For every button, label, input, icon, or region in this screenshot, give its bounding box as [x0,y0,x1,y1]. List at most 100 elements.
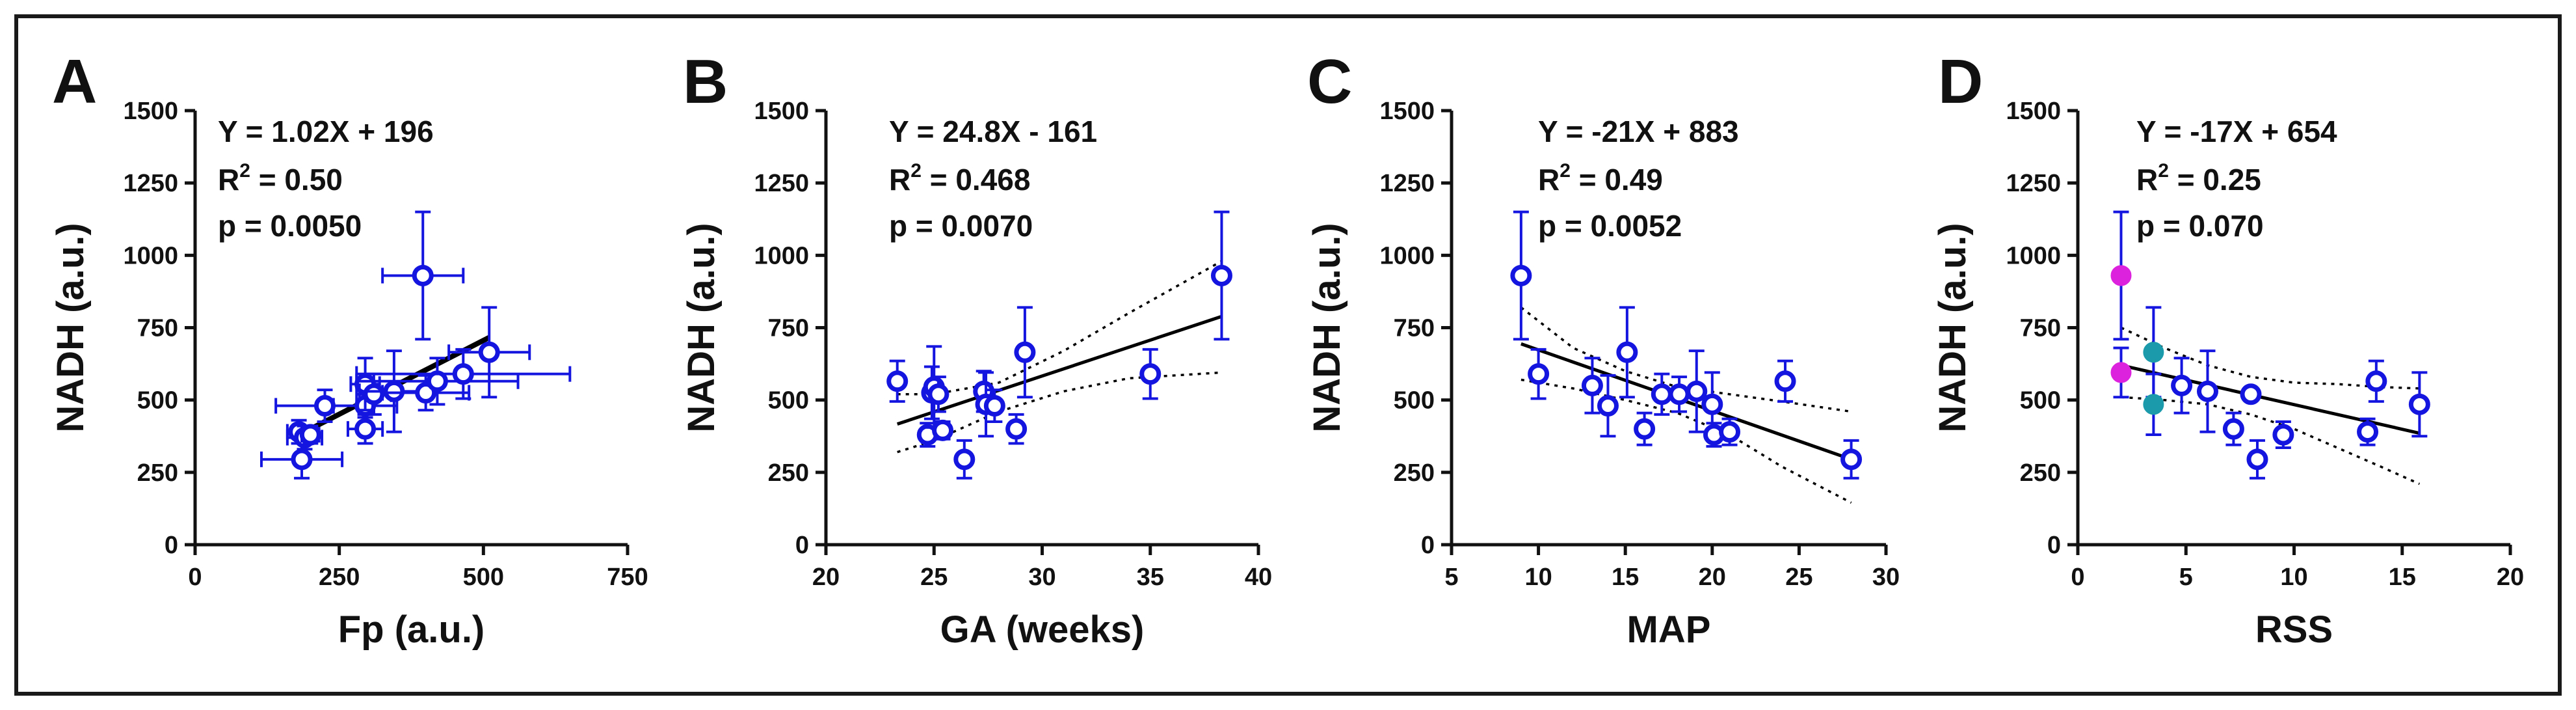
data-point [932,419,954,441]
x-tick-label: 25 [920,564,948,591]
data-point [2408,393,2430,415]
data-point [1510,264,1532,286]
data-point [354,418,377,440]
y-tick-label: 1000 [1379,242,1435,269]
data-point-group [1581,357,1603,415]
data-point-group [1634,411,1656,446]
data-point [1581,374,1603,396]
data-point-group [1840,439,1863,480]
data-point-group [983,389,1005,424]
data-point-group [2171,357,2193,415]
r-squared-symbol: R [218,163,239,197]
data-point [2365,370,2387,392]
y-tick-label: 1500 [754,98,809,125]
data-point-group [2272,420,2294,450]
x-tick-label: 10 [2280,564,2307,591]
x-tick-label: 0 [188,564,202,591]
data-point [927,383,949,405]
y-tick-label: 1000 [754,242,809,269]
y-tick-label: 500 [1394,387,1435,415]
panel-letter: C [1307,47,1352,116]
x-axis-title: RSS [2255,608,2333,651]
r-squared-label: R2 = 0.468 [889,160,1030,197]
r-squared-label: R2 = 0.50 [218,160,343,197]
y-tick-label: 500 [768,387,809,415]
data-point-group [2143,372,2164,437]
data-point-group [1774,359,1796,403]
panel-c: C 0 250 500 750 1000 1250 1500 5 10 15 20 25 30 MAP NAD… [1306,47,1900,651]
r-squared-symbol: R [889,163,910,197]
data-point-group [1597,374,1619,438]
data-point [2197,380,2218,402]
y-tick-label: 750 [768,315,809,342]
data-point-group [355,348,572,400]
data-point-group [346,413,384,445]
x-tick-label: 35 [1137,564,1164,591]
data-point-group [2246,439,2268,480]
data-point [1210,264,1232,286]
panel-a: A 0 250 500 750 1000 1250 1500 0 250 500 750 Fp (a.u… [49,47,648,651]
data-point-group [2222,411,2244,446]
y-tick-label: 500 [2020,387,2061,415]
p-value-label: p = 0.070 [2136,209,2264,243]
p-value-label: p = 0.0070 [889,209,1033,243]
x-tick-label: 0 [2071,564,2084,591]
data-point [291,448,313,471]
x-tick-label: 5 [1444,564,1458,591]
data-point [2222,418,2244,440]
y-tick-label: 1250 [754,170,809,197]
data-point [314,395,336,417]
ci-lower-line [1520,378,1852,504]
y-tick-label: 1250 [123,170,178,197]
data-point [426,370,448,392]
data-point-magenta [2110,362,2132,383]
data-point-group [447,306,531,399]
data-point-group [886,359,909,403]
data-point [1651,383,1673,405]
data-point [363,383,385,405]
r-squared-superscript: 2 [239,160,250,182]
r-squared-label: R2 = 0.25 [2136,160,2261,197]
regression-equation: Y = -21X + 883 [1538,115,1739,148]
data-point [1774,370,1796,392]
y-axis-title: NADH (a.u.) [1306,223,1348,432]
data-point [953,448,976,471]
regression-line [896,314,1223,426]
x-tick-label: 20 [1699,564,1726,591]
y-axis-title: NADH (a.u.) [680,223,723,432]
ci-upper-line [897,260,1223,396]
data-point [1528,363,1550,385]
data-point-teal [2143,394,2164,415]
r-squared-superscript: 2 [2158,160,2169,182]
data-point [2171,374,2193,396]
y-axis-title: NADH (a.u.) [49,223,92,432]
data-point-group [2357,417,2379,446]
panel-letter: D [1938,47,1983,116]
y-tick-label: 250 [768,459,809,487]
data-point-group [1510,210,1532,341]
data-point-group [1210,210,1232,341]
r-squared-value: = 0.49 [1571,163,1663,197]
r-squared-value: = 0.50 [250,163,343,197]
data-point-group [1014,306,1036,399]
data-point-group [953,439,976,480]
data-point-group [1528,348,1550,400]
r-squared-symbol: R [1538,163,1560,197]
y-tick-label: 750 [137,315,178,342]
data-point [383,380,405,402]
p-value-label: p = 0.0050 [218,209,362,243]
data-point [2246,448,2268,471]
r-squared-value: = 0.468 [922,163,1031,197]
data-point-group [2110,210,2132,341]
figure-frame [14,14,2562,696]
y-tick-label: 500 [137,387,178,415]
x-tick-label: 10 [1524,564,1552,591]
data-point-group [1005,413,1028,445]
data-point [1840,448,1863,471]
data-point-group [1668,375,1690,413]
regression-equation: Y = -17X + 654 [2136,115,2337,148]
data-point-group [2408,371,2430,438]
data-point [412,264,434,286]
r-squared-label: R2 = 0.49 [1538,160,1663,197]
x-tick-label: 25 [1785,564,1812,591]
